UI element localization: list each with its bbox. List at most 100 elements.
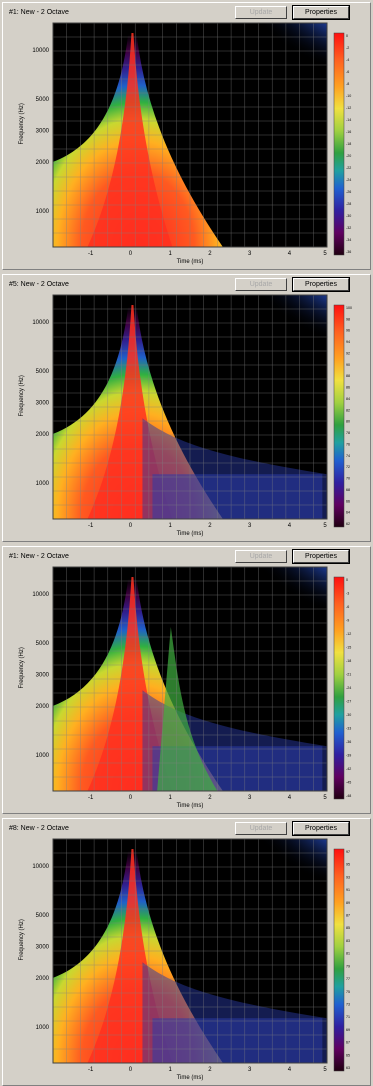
colorbar-tick-label: 87 [346, 914, 350, 918]
plot-grid [53, 295, 327, 519]
plot-grid [53, 23, 327, 247]
update-button[interactable]: Update [235, 822, 287, 835]
properties-button[interactable]: Properties [292, 5, 350, 20]
colorbar-tick-label: 80 [346, 420, 350, 424]
colorbar-tick-label: -8 [346, 82, 349, 86]
colorbar-tick-label: 96 [346, 329, 350, 333]
x-tick-label: -1 [88, 1067, 94, 1073]
colorbar-tick-label: -6 [346, 605, 349, 609]
colorbar-tick-label: -18 [346, 659, 351, 663]
spectrogram-panel: #8: New - 2 Octave Update Properties 10000 5… [2, 818, 371, 1086]
x-axis-label: Time (ms) [177, 259, 204, 265]
colorbar-tick-label: 89 [346, 901, 350, 905]
plot-frame [52, 22, 328, 248]
properties-button[interactable]: Properties [292, 549, 350, 564]
colorbar [333, 848, 345, 1072]
colorbar-tick-label: 67 [346, 1041, 350, 1045]
x-tick-label: 1 [169, 523, 173, 529]
colorbar-tick-label: -6 [346, 70, 349, 74]
x-tick-label: 0 [129, 251, 133, 257]
plot-grid [53, 839, 327, 1063]
x-tick-label: 3 [248, 523, 252, 529]
late-hf-energy [231, 839, 327, 902]
colorbar-tick-label: -10 [346, 94, 351, 98]
colorbar-tick-label: 77 [346, 977, 350, 981]
colorbar-tick-label: -32 [346, 226, 351, 230]
y-tick-label: 5000 [36, 641, 50, 647]
colorbar-tick-label: 64 [346, 511, 350, 515]
plot-frame [52, 294, 328, 520]
colorbar-tick-label: 0 [346, 34, 348, 38]
properties-button[interactable]: Properties [292, 821, 350, 836]
colorbar-tick-label: 68 [346, 488, 350, 492]
colorbar [333, 304, 345, 528]
colorbar-tick-label: 63 [346, 1066, 350, 1070]
y-tick-label: 10000 [32, 592, 49, 598]
x-tick-label: -1 [88, 523, 94, 529]
update-button[interactable]: Update [235, 550, 287, 563]
x-tick-label: -1 [88, 251, 94, 257]
x-tick-label: 2 [208, 523, 212, 529]
colorbar-tick-label: -36 [346, 740, 351, 744]
y-tick-label: 3000 [36, 401, 50, 407]
update-button[interactable]: Update [235, 6, 287, 19]
colorbar-tick-label: 75 [346, 990, 350, 994]
x-axis-label: Time (ms) [177, 531, 204, 537]
spectrogram-panel: #5: New - 2 Octave Update Properties 10000 5… [2, 274, 371, 542]
colorbar-tick-label: -4 [346, 58, 349, 62]
x-tick-label: 2 [208, 251, 212, 257]
x-tick-label: 3 [248, 1067, 252, 1073]
colorbar-tick-label: 72 [346, 465, 350, 469]
y-axis-label: Frequency (Hz) [19, 103, 25, 144]
properties-button[interactable]: Properties [292, 277, 350, 292]
colorbar-tick-label: -33 [346, 727, 351, 731]
plot-frame [52, 566, 328, 792]
x-tick-label: 1 [169, 1067, 173, 1073]
colorbar-tick-label: -24 [346, 686, 351, 690]
colorbar-tick-label: 85 [346, 926, 350, 930]
late-hf-energy [231, 295, 327, 358]
late-hf-energy [231, 23, 327, 86]
y-tick-label: 2000 [36, 160, 50, 166]
colorbar-tick-label: -14 [346, 118, 351, 122]
colorbar-tick-label: 69 [346, 1028, 350, 1032]
x-tick-label: 3 [248, 795, 252, 801]
spectrogram-panel: #1: New - 2 Octave Update Properties 10000 5… [2, 2, 371, 270]
x-axis-label: Time (ms) [177, 803, 204, 809]
reflection-ridge [157, 627, 218, 791]
y-tick-label: 1000 [36, 753, 50, 759]
y-tick-label: 3000 [36, 129, 50, 135]
colorbar-tick-label: -3 [346, 592, 349, 596]
colorbar-tick-label: 88 [346, 374, 350, 378]
colorbar-tick-label: 76 [346, 442, 350, 446]
x-tick-label: 0 [129, 1067, 133, 1073]
colorbar-tick-label: 100 [346, 306, 352, 310]
x-tick-label: 4 [288, 1067, 292, 1073]
colorbar-tick-label: 73 [346, 1002, 350, 1006]
colorbar-tick-label: -34 [346, 238, 351, 242]
colorbar-tick-label: 94 [346, 340, 350, 344]
plot-frame [52, 838, 328, 1064]
colorbar-tick-label: 91 [346, 888, 350, 892]
colorbar-tick-label: 86 [346, 386, 350, 390]
x-tick-label: 4 [288, 251, 292, 257]
x-axis-label: Time (ms) [177, 1075, 204, 1081]
update-button[interactable]: Update [235, 278, 287, 291]
plot-grid [53, 567, 327, 791]
y-tick-label: 1000 [36, 1025, 50, 1031]
y-tick-label: 3000 [36, 945, 50, 951]
reverb-tail [142, 418, 327, 519]
panel-title: #5: New - 2 Octave [9, 281, 69, 288]
colorbar-tick-label: -21 [346, 673, 351, 677]
colorbar-tick-label: 81 [346, 952, 350, 956]
colorbar-tick-label: 71 [346, 1015, 350, 1019]
late-hf-energy [231, 567, 327, 630]
y-tick-label: 1000 [36, 209, 50, 215]
y-tick-label: 3000 [36, 673, 50, 679]
x-tick-label: 4 [288, 795, 292, 801]
y-axis-label: Frequency (Hz) [19, 919, 25, 960]
